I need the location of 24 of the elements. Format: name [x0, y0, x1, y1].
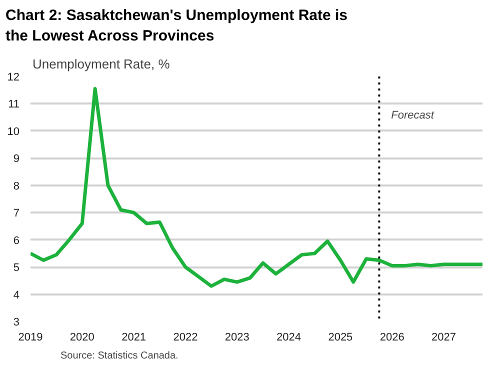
x-tick-label: 2019	[18, 332, 43, 344]
y-tick-label: 9	[13, 153, 20, 166]
y-tick-label: 5	[13, 262, 20, 274]
ref-line-label: Forecast	[391, 110, 435, 122]
x-tick-label: 2021	[122, 332, 146, 344]
line-series	[30, 87, 482, 288]
x-tick-label: 2026	[380, 332, 404, 344]
y-tick-label: 11	[8, 98, 20, 111]
x-tick-label: 2025	[328, 332, 353, 344]
x-tick-label: 2027	[432, 332, 456, 344]
x-tick-label: 2023	[224, 332, 250, 344]
y-tick-label: 10	[7, 126, 20, 138]
y-tick-label: 8	[13, 180, 20, 192]
y-tick-label: 12	[7, 72, 20, 84]
y-axis-title: Unemployment Rate, %	[32, 56, 170, 72]
y-tick-label: 7	[13, 208, 20, 220]
x-tick-label: 2024	[276, 332, 302, 344]
chart-title: Chart 2: Sasaktchewan's Unemployment Rate is the Lowest Across Provinces	[6, 7, 348, 44]
source-note: Source: Statistics Canada.	[60, 350, 178, 362]
x-tick-label: 2022	[173, 332, 198, 344]
y-tick-label: 6	[13, 234, 20, 247]
y-tick-label: 4	[13, 289, 20, 302]
y-tick-label: 3	[13, 316, 20, 328]
x-tick-label: 2020	[70, 332, 94, 344]
